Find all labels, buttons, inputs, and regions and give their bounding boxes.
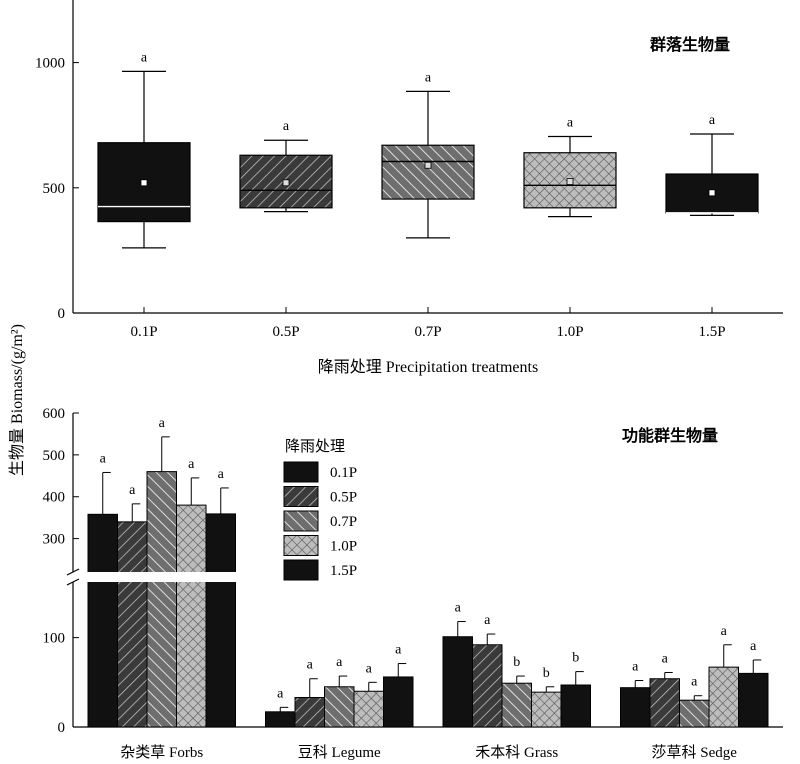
top-x-tick-label: 1.5P xyxy=(698,324,725,340)
bar-significance-letter: b xyxy=(513,655,520,670)
bottom-y-tick-label: 0 xyxy=(58,720,66,736)
bar-1.0P xyxy=(176,504,207,728)
legend-swatch-0.5P xyxy=(283,486,319,507)
bar-significance-letter: a xyxy=(129,483,136,498)
bottom-chart-title: 功能群生物量 xyxy=(622,426,718,445)
axis-break-gap xyxy=(70,572,783,582)
bottom-x-tick-label: 禾本科 Grass xyxy=(475,744,558,761)
top-significance-letter: a xyxy=(425,70,432,85)
bar-significance-letter: a xyxy=(307,658,314,673)
bar-significance-letter: a xyxy=(484,613,491,628)
top-x-axis-label: 降雨处理 Precipitation treatments xyxy=(318,358,538,376)
community-biomass-boxplot: 0 500 1000 0.1P a 0.5P a 0.7P a 1.0P a 1.5P a 群落生物量降雨… xyxy=(35,0,783,376)
bottom-y-tick-label: 600 xyxy=(43,406,66,422)
legend-swatch-1.5P xyxy=(283,559,319,581)
bar-significance-letter: b xyxy=(572,651,579,666)
bar-significance-letter: a xyxy=(336,655,343,670)
bar-significance-letter: a xyxy=(632,660,639,675)
top-significance-letter: a xyxy=(283,119,290,134)
bar-1.0P xyxy=(353,690,384,728)
box-0.7P xyxy=(381,144,475,200)
bottom-y-tick-label: 300 xyxy=(43,532,66,548)
bottom-y-tick-label: 100 xyxy=(43,631,66,647)
bar-1.5P xyxy=(560,684,591,728)
bar-0.1P xyxy=(442,636,473,728)
functional-group-biomass-barchart: 300 400 500 600 0 100 杂类草 Forbs a a a a a 豆科 Legume a… xyxy=(43,406,783,761)
legend-title: 降雨处理 xyxy=(285,438,345,455)
top-y-tick-label: 0 xyxy=(58,306,66,322)
bottom-x-tick-label: 豆科 Legume xyxy=(298,744,381,761)
top-significance-letter: a xyxy=(567,115,574,130)
bar-0.7P xyxy=(146,471,177,728)
box-mean-marker xyxy=(424,161,432,169)
legend-swatch-1.0P xyxy=(283,535,319,556)
bottom-x-tick-label: 杂类草 Forbs xyxy=(120,744,203,761)
box-mean-marker xyxy=(140,179,148,187)
bottom-y-tick-label: 400 xyxy=(43,490,66,506)
bar-0.5P xyxy=(649,678,680,728)
bar-significance-letter: b xyxy=(543,666,550,681)
bottom-y-tick-label: 500 xyxy=(43,448,66,464)
bar-significance-letter: a xyxy=(691,675,698,690)
box-mean-marker xyxy=(566,178,574,185)
legend-swatch-0.1P xyxy=(283,461,319,483)
legend-label-0.5P: 0.5P xyxy=(330,490,357,506)
box-mean-marker xyxy=(708,189,716,197)
bar-0.7P xyxy=(501,682,532,728)
bottom-x-tick-label: 莎草科 Sedge xyxy=(652,744,738,761)
bar-1.5P xyxy=(738,672,769,728)
top-y-tick-label: 1000 xyxy=(35,56,65,72)
bar-significance-letter: a xyxy=(159,416,166,431)
bar-0.5P xyxy=(472,644,503,728)
bar-significance-letter: a xyxy=(218,467,225,482)
y-axis-label: 生物量 Biomass/(g/m²) xyxy=(8,324,26,476)
bar-significance-letter: a xyxy=(721,624,728,639)
legend-swatch-0.7P xyxy=(283,510,319,532)
bar-1.5P xyxy=(205,513,236,728)
top-chart-title: 群落生物量 xyxy=(650,35,730,54)
top-significance-letter: a xyxy=(141,50,148,65)
top-x-tick-label: 0.5P xyxy=(272,324,299,340)
box-mean-marker xyxy=(282,179,290,187)
top-x-tick-label: 0.1P xyxy=(130,324,157,340)
legend-label-0.1P: 0.1P xyxy=(330,465,357,481)
bar-0.7P xyxy=(679,699,710,728)
bar-significance-letter: a xyxy=(188,457,195,472)
bar-0.1P xyxy=(265,711,296,728)
bar-significance-letter: a xyxy=(662,651,669,666)
legend-label-1.5P: 1.5P xyxy=(330,563,357,579)
bar-significance-letter: a xyxy=(100,451,107,466)
axis-break-mark xyxy=(66,578,80,586)
bar-significance-letter: a xyxy=(366,661,373,676)
bar-0.5P xyxy=(117,521,148,728)
bar-1.5P xyxy=(383,676,414,728)
top-significance-letter: a xyxy=(709,113,716,128)
bar-significance-letter: a xyxy=(277,686,284,701)
top-y-tick-label: 500 xyxy=(43,181,66,197)
legend-label-1.0P: 1.0P xyxy=(330,539,357,555)
bar-1.0P xyxy=(708,666,739,728)
bar-0.1P xyxy=(620,687,651,728)
legend-label-0.7P: 0.7P xyxy=(330,514,357,530)
bar-1.0P xyxy=(531,691,562,728)
bar-significance-letter: a xyxy=(455,601,462,616)
bar-0.7P xyxy=(324,686,355,728)
top-x-tick-label: 1.0P xyxy=(556,324,583,340)
bar-0.1P xyxy=(87,513,118,728)
bar-0.5P xyxy=(294,697,325,728)
bar-significance-letter: a xyxy=(395,643,402,658)
top-x-tick-label: 0.7P xyxy=(414,324,441,340)
axis-break-mark xyxy=(66,568,80,576)
bar-significance-letter: a xyxy=(750,639,757,654)
